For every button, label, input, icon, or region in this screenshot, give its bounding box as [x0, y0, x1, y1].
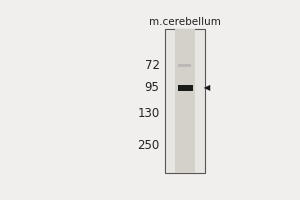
Bar	[178, 64, 191, 67]
Polygon shape	[204, 85, 210, 91]
Text: m.cerebellum: m.cerebellum	[149, 17, 221, 27]
Text: 72: 72	[145, 59, 160, 72]
Bar	[175, 29, 195, 173]
Text: 130: 130	[137, 107, 160, 120]
Bar	[178, 85, 193, 91]
Text: 95: 95	[145, 81, 160, 94]
Text: 250: 250	[137, 139, 160, 152]
Bar	[165, 29, 205, 173]
